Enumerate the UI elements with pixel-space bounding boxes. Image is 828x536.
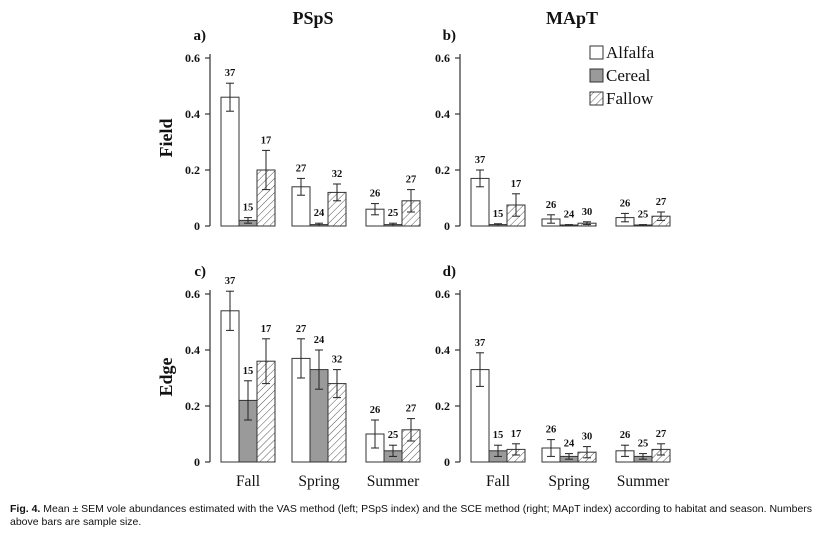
- y-tick-label: 0: [444, 455, 450, 469]
- y-tick-label: 0.4: [185, 343, 200, 357]
- sample-size-label: 30: [582, 207, 593, 218]
- sample-size-label: 27: [296, 324, 307, 335]
- sample-size-label: 15: [243, 366, 254, 377]
- sample-size-label: 25: [388, 208, 399, 219]
- legend-label-alfalfa: Alfalfa: [606, 43, 655, 62]
- y-tick-label: 0.4: [435, 343, 450, 357]
- sample-size-label: 24: [314, 208, 325, 219]
- sample-size-label: 26: [370, 405, 381, 416]
- sample-size-label: 17: [511, 429, 522, 440]
- row-label-edge: Edge: [156, 357, 176, 396]
- y-tick-label: 0.6: [185, 51, 200, 65]
- sample-size-label: 24: [314, 335, 325, 346]
- legend-swatch-cereal: [589, 68, 604, 83]
- row-label-field: Field: [156, 119, 176, 158]
- bar-alfalfa: [220, 96, 240, 227]
- bar-alfalfa: [220, 310, 240, 463]
- column-title-right: MApT: [546, 8, 598, 28]
- sample-size-label: 37: [225, 276, 236, 287]
- sample-size-label: 17: [261, 324, 272, 335]
- sample-size-label: 27: [656, 197, 667, 208]
- panel-letter: b): [443, 28, 456, 44]
- x-category-label: Summer: [617, 473, 670, 490]
- sample-size-label: 26: [546, 425, 557, 436]
- sample-size-label: 15: [493, 209, 504, 220]
- legend-swatch-alfalfa: [589, 45, 604, 60]
- sample-size-label: 30: [582, 432, 593, 443]
- sample-size-label: 17: [511, 179, 522, 190]
- x-category-label: Spring: [298, 473, 340, 490]
- panel-c: 0 0.2 0.4 0.6 c) 37 15 17 Fall 27 24 32 Spring 26 25 27…: [185, 264, 421, 490]
- panel-letter: d): [443, 264, 456, 280]
- sample-size-label: 17: [261, 135, 272, 146]
- y-tick-label: 0.6: [435, 287, 450, 301]
- y-tick-label: 0.2: [435, 163, 450, 177]
- panel-letter: c): [194, 264, 206, 280]
- legend-label-fallow: Fallow: [606, 89, 654, 108]
- y-tick-label: 0: [444, 219, 450, 233]
- y-tick-label: 0.2: [435, 399, 450, 413]
- y-tick-label: 0.4: [185, 107, 200, 121]
- caption-text: Mean ± SEM vole abundances estimated wit…: [10, 503, 813, 528]
- y-tick-label: 0.2: [185, 163, 200, 177]
- sample-size-label: 25: [388, 430, 399, 441]
- sample-size-label: 37: [475, 338, 486, 349]
- sample-size-label: 37: [225, 68, 236, 79]
- panel-d: 0 0.2 0.4 0.6 d) 37 15 17 Fall 26 24 30 Spring 26 25 27…: [435, 264, 671, 490]
- caption-label: Fig. 4.: [10, 503, 41, 515]
- panels: 0 0.2 0.4 0.6 a) 37 15 17 27 24 32 26 25 27 0 0.2 0.4 0.6…: [185, 28, 671, 490]
- sample-size-label: 27: [406, 404, 417, 415]
- x-category-label: Fall: [236, 473, 260, 490]
- legend-label-cereal: Cereal: [606, 66, 651, 85]
- y-tick-label: 0.2: [185, 399, 200, 413]
- sample-size-label: 32: [332, 169, 343, 180]
- sample-size-label: 15: [493, 430, 504, 441]
- y-tick-label: 0.4: [435, 107, 450, 121]
- sample-size-label: 37: [475, 155, 486, 166]
- y-tick-label: 0.6: [185, 287, 200, 301]
- sample-size-label: 26: [546, 200, 557, 211]
- legend: Alfalfa Cereal Fallow: [589, 43, 655, 108]
- sample-size-label: 15: [243, 203, 254, 214]
- sample-size-label: 24: [564, 210, 575, 221]
- sample-size-label: 32: [332, 355, 343, 366]
- sample-size-label: 26: [370, 189, 381, 200]
- x-category-label: Summer: [367, 473, 420, 490]
- panel-b: 0 0.2 0.4 0.6 b) 37 15 17 26 24 30 26 25 27: [435, 28, 671, 233]
- y-tick-label: 0: [194, 455, 200, 469]
- figure-caption: Fig. 4. Mean ± SEM vole abundances estim…: [10, 503, 818, 529]
- panel-a: 0 0.2 0.4 0.6 a) 37 15 17 27 24 32 26 25 27: [185, 28, 421, 233]
- x-category-label: Fall: [486, 473, 510, 490]
- y-tick-label: 0: [194, 219, 200, 233]
- sample-size-label: 27: [406, 175, 417, 186]
- sample-size-label: 26: [620, 430, 631, 441]
- sample-size-label: 24: [564, 439, 575, 450]
- sample-size-label: 27: [656, 429, 667, 440]
- sample-size-label: 25: [638, 210, 649, 221]
- panel-letter: a): [194, 28, 207, 44]
- sample-size-label: 27: [296, 163, 307, 174]
- x-category-label: Spring: [548, 473, 590, 490]
- legend-swatch-fallow: [589, 91, 604, 106]
- column-title-left: PSpS: [292, 8, 333, 28]
- figure-4: PSpS MApT Field Edge Alfalfa Cereal Fall…: [156, 8, 671, 490]
- sample-size-label: 25: [638, 439, 649, 450]
- y-tick-label: 0.6: [435, 51, 450, 65]
- sample-size-label: 26: [620, 198, 631, 209]
